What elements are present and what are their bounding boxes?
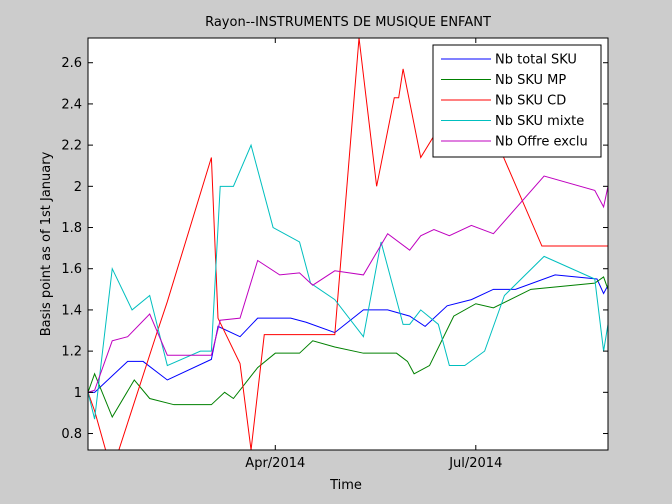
- axes-box: [87, 37, 609, 451]
- chart-title: Rayon--INSTRUMENTS DE MUSIQUE ENFANT: [205, 15, 491, 30]
- y-tick-label: 0.8: [61, 427, 82, 442]
- y-tick-label: 1.8: [61, 221, 82, 236]
- y-tick-label: 2.4: [61, 97, 82, 112]
- x-tick-label: Apr/2014: [245, 456, 305, 471]
- legend-label: Nb SKU mixte: [495, 114, 584, 129]
- legend-box: [432, 44, 602, 158]
- y-tick-label: 2.6: [61, 56, 82, 71]
- legend-label: Nb Offre exclu: [495, 135, 588, 150]
- series-layer: [88, 38, 608, 450]
- x-axis-label: Time: [329, 478, 362, 493]
- y-axis-ticks: 0.8 1 1.2 1.4 1.6 1.8 2 2.2 2.4 2.6: [61, 56, 608, 442]
- legend-label: Nb total SKU: [495, 53, 577, 68]
- series-line-3: [88, 38, 608, 450]
- y-tick-label: 1.6: [61, 262, 82, 277]
- y-axis-label: Basis point as of 1st January: [39, 151, 54, 336]
- series-line-5: [88, 175, 608, 393]
- legend-label: Nb SKU MP: [495, 73, 566, 88]
- legend: Nb total SKU Nb SKU MP Nb SKU CD Nb SKU mix…: [432, 44, 602, 158]
- series-line-1: [88, 274, 608, 393]
- y-tick-label: 1.4: [61, 303, 82, 318]
- y-tick-label: 2.2: [61, 139, 82, 154]
- y-tick-label: 1: [74, 386, 82, 401]
- y-tick-label: 1.2: [61, 345, 82, 360]
- y-tick-label: 2: [74, 180, 82, 195]
- series-line-2: [88, 276, 608, 419]
- legend-label: Nb SKU CD: [495, 94, 566, 109]
- x-tick-label: Jul/2014: [448, 456, 502, 471]
- x-axis-ticks: Apr/2014 Jul/2014: [245, 38, 502, 471]
